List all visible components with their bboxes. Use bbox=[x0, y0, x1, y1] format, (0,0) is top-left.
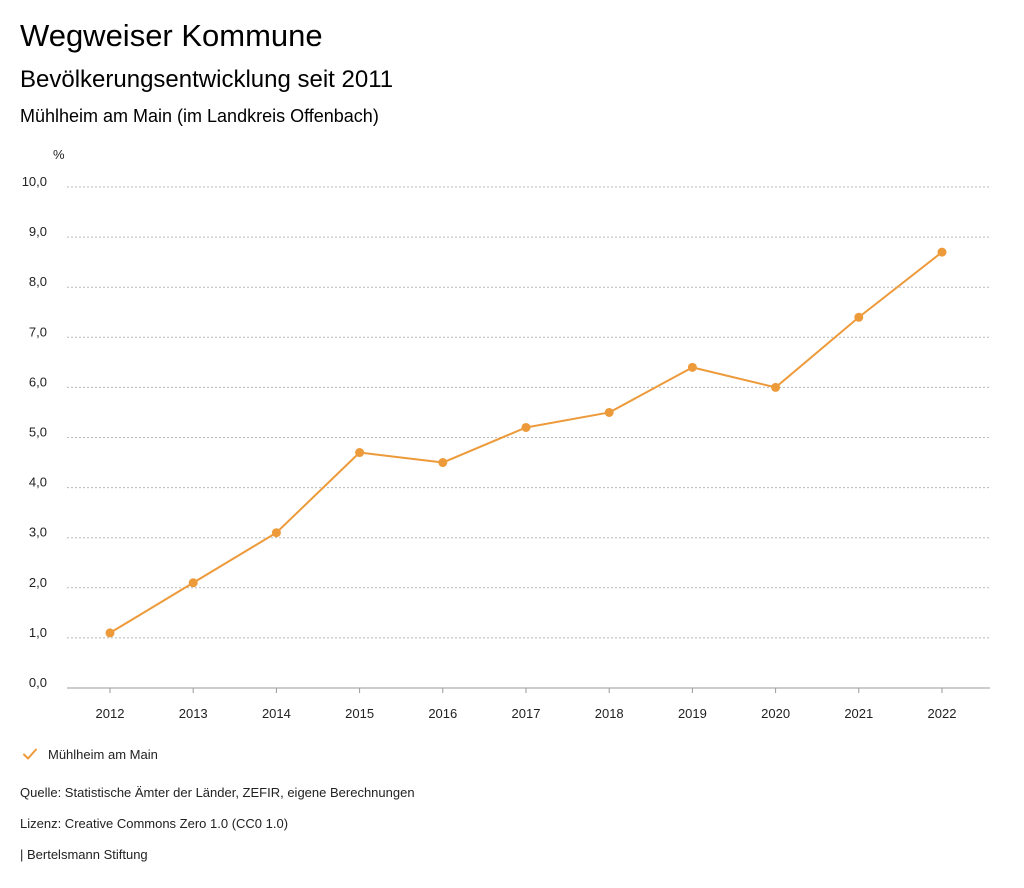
x-tick-label: 2016 bbox=[428, 706, 457, 721]
y-tick-label: 2,0 bbox=[29, 575, 47, 590]
x-tick-label: 2019 bbox=[678, 706, 707, 721]
page-title: Wegweiser Kommune bbox=[20, 18, 323, 53]
x-tick-label: 2022 bbox=[928, 706, 957, 721]
y-axis-unit-label: % bbox=[53, 147, 65, 162]
data-point[interactable] bbox=[604, 407, 614, 417]
source-note: Quelle: Statistische Ämter der Länder, Z… bbox=[20, 785, 415, 800]
y-tick-label: 10,0 bbox=[22, 174, 47, 189]
data-point[interactable] bbox=[188, 578, 198, 588]
data-point[interactable] bbox=[271, 528, 281, 538]
series-layer bbox=[105, 247, 947, 638]
y-tick-label: 5,0 bbox=[29, 425, 47, 440]
y-axis-ticks: 0,0 1,0 2,0 3,0 4,0 5,0 6,0 7,0 8,0 9,0 10,0 bbox=[22, 174, 47, 690]
data-point[interactable] bbox=[687, 362, 697, 372]
chart-region-title: Mühlheim am Main (im Landkreis Offenbach… bbox=[20, 106, 379, 126]
data-point[interactable] bbox=[521, 422, 531, 432]
check-icon[interactable] bbox=[22, 746, 38, 762]
data-point[interactable] bbox=[771, 382, 781, 392]
x-tick-label: 2013 bbox=[179, 706, 208, 721]
publisher-note: | Bertelsmann Stiftung bbox=[20, 847, 148, 862]
data-point[interactable] bbox=[355, 448, 365, 458]
data-point[interactable] bbox=[438, 458, 448, 468]
x-tick-label: 2014 bbox=[262, 706, 291, 721]
y-tick-label: 1,0 bbox=[29, 625, 47, 640]
x-tick-label: 2021 bbox=[844, 706, 873, 721]
y-tick-label: 8,0 bbox=[29, 274, 47, 289]
legend-label[interactable]: Mühlheim am Main bbox=[48, 746, 158, 762]
x-tick-label: 2018 bbox=[595, 706, 624, 721]
y-tick-label: 4,0 bbox=[29, 475, 47, 490]
chart-subtitle: Bevölkerungsentwicklung seit 2011 bbox=[20, 66, 394, 93]
x-tick-label: 2017 bbox=[512, 706, 541, 721]
data-point[interactable] bbox=[105, 628, 115, 638]
y-tick-label: 9,0 bbox=[29, 224, 47, 239]
gridlines bbox=[67, 186, 990, 689]
series-line bbox=[109, 251, 943, 634]
license-note: Lizenz: Creative Commons Zero 1.0 (CC0 1… bbox=[20, 816, 289, 831]
y-tick-label: 6,0 bbox=[29, 374, 47, 389]
y-tick-label: 7,0 bbox=[29, 324, 47, 339]
x-tick-label: 2012 bbox=[96, 706, 125, 721]
x-tick-label: 2020 bbox=[761, 706, 790, 721]
legend: Mühlheim am Main bbox=[22, 744, 158, 764]
y-tick-label: 0,0 bbox=[29, 675, 47, 690]
data-point[interactable] bbox=[854, 312, 864, 322]
data-point[interactable] bbox=[937, 247, 947, 257]
y-tick-label: 3,0 bbox=[29, 525, 47, 540]
x-axis-ticks: 2012 2013 2014 2015 2016 2017 2018 2019 2020 2021… bbox=[96, 688, 957, 721]
x-tick-label: 2015 bbox=[345, 706, 374, 721]
